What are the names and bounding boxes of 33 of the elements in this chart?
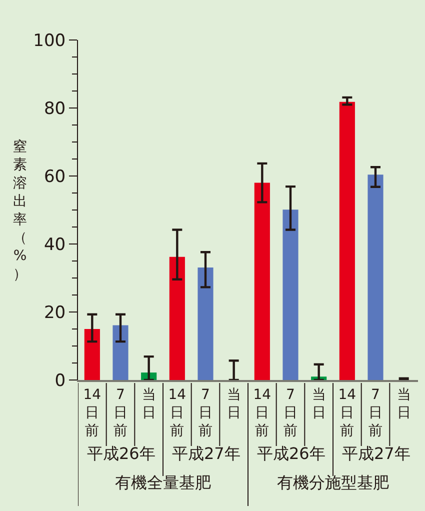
x-tick-label: 当日 — [142, 386, 156, 421]
text: 平成27年 — [172, 444, 240, 463]
x-tick-label: 当日 — [396, 386, 411, 421]
text: 有機全量基肥 — [115, 473, 211, 492]
bar — [112, 325, 128, 380]
x-tick-label: 7日前 — [284, 386, 298, 440]
bar — [254, 182, 270, 380]
text: 有機分施型基肥 — [277, 473, 389, 492]
x-tick-label: 7日前 — [198, 386, 212, 440]
y-tick-label: 60 — [44, 166, 66, 187]
text: 平成27年 — [342, 444, 410, 463]
x-tick-label: 当日 — [226, 386, 241, 421]
bar — [282, 210, 298, 380]
bar — [84, 329, 100, 380]
x-tick-label: 14日前 — [338, 386, 356, 440]
bar — [339, 102, 355, 380]
y-tick-label: 80 — [44, 98, 66, 119]
x-tick-label: 14日前 — [168, 386, 186, 440]
bar — [198, 267, 214, 380]
x-tick-label: 14日前 — [83, 386, 102, 440]
x-tick-label: 7日前 — [368, 386, 382, 440]
text: 平成26年 — [87, 444, 156, 463]
x-tick-label: 当日 — [312, 386, 326, 421]
y-tick-label: 100 — [33, 30, 66, 51]
x-tick-label: 14日前 — [253, 386, 272, 440]
y-tick-label: 20 — [44, 302, 66, 323]
bar — [368, 174, 384, 380]
x-tick-label: 7日前 — [114, 386, 128, 440]
y-tick-label: 40 — [44, 234, 66, 255]
y-tick-label: 0 — [54, 370, 66, 391]
y-axis-title: 窒素溶出率（%） — [13, 139, 27, 282]
text: 平成26年 — [257, 444, 326, 463]
bar — [169, 256, 185, 380]
